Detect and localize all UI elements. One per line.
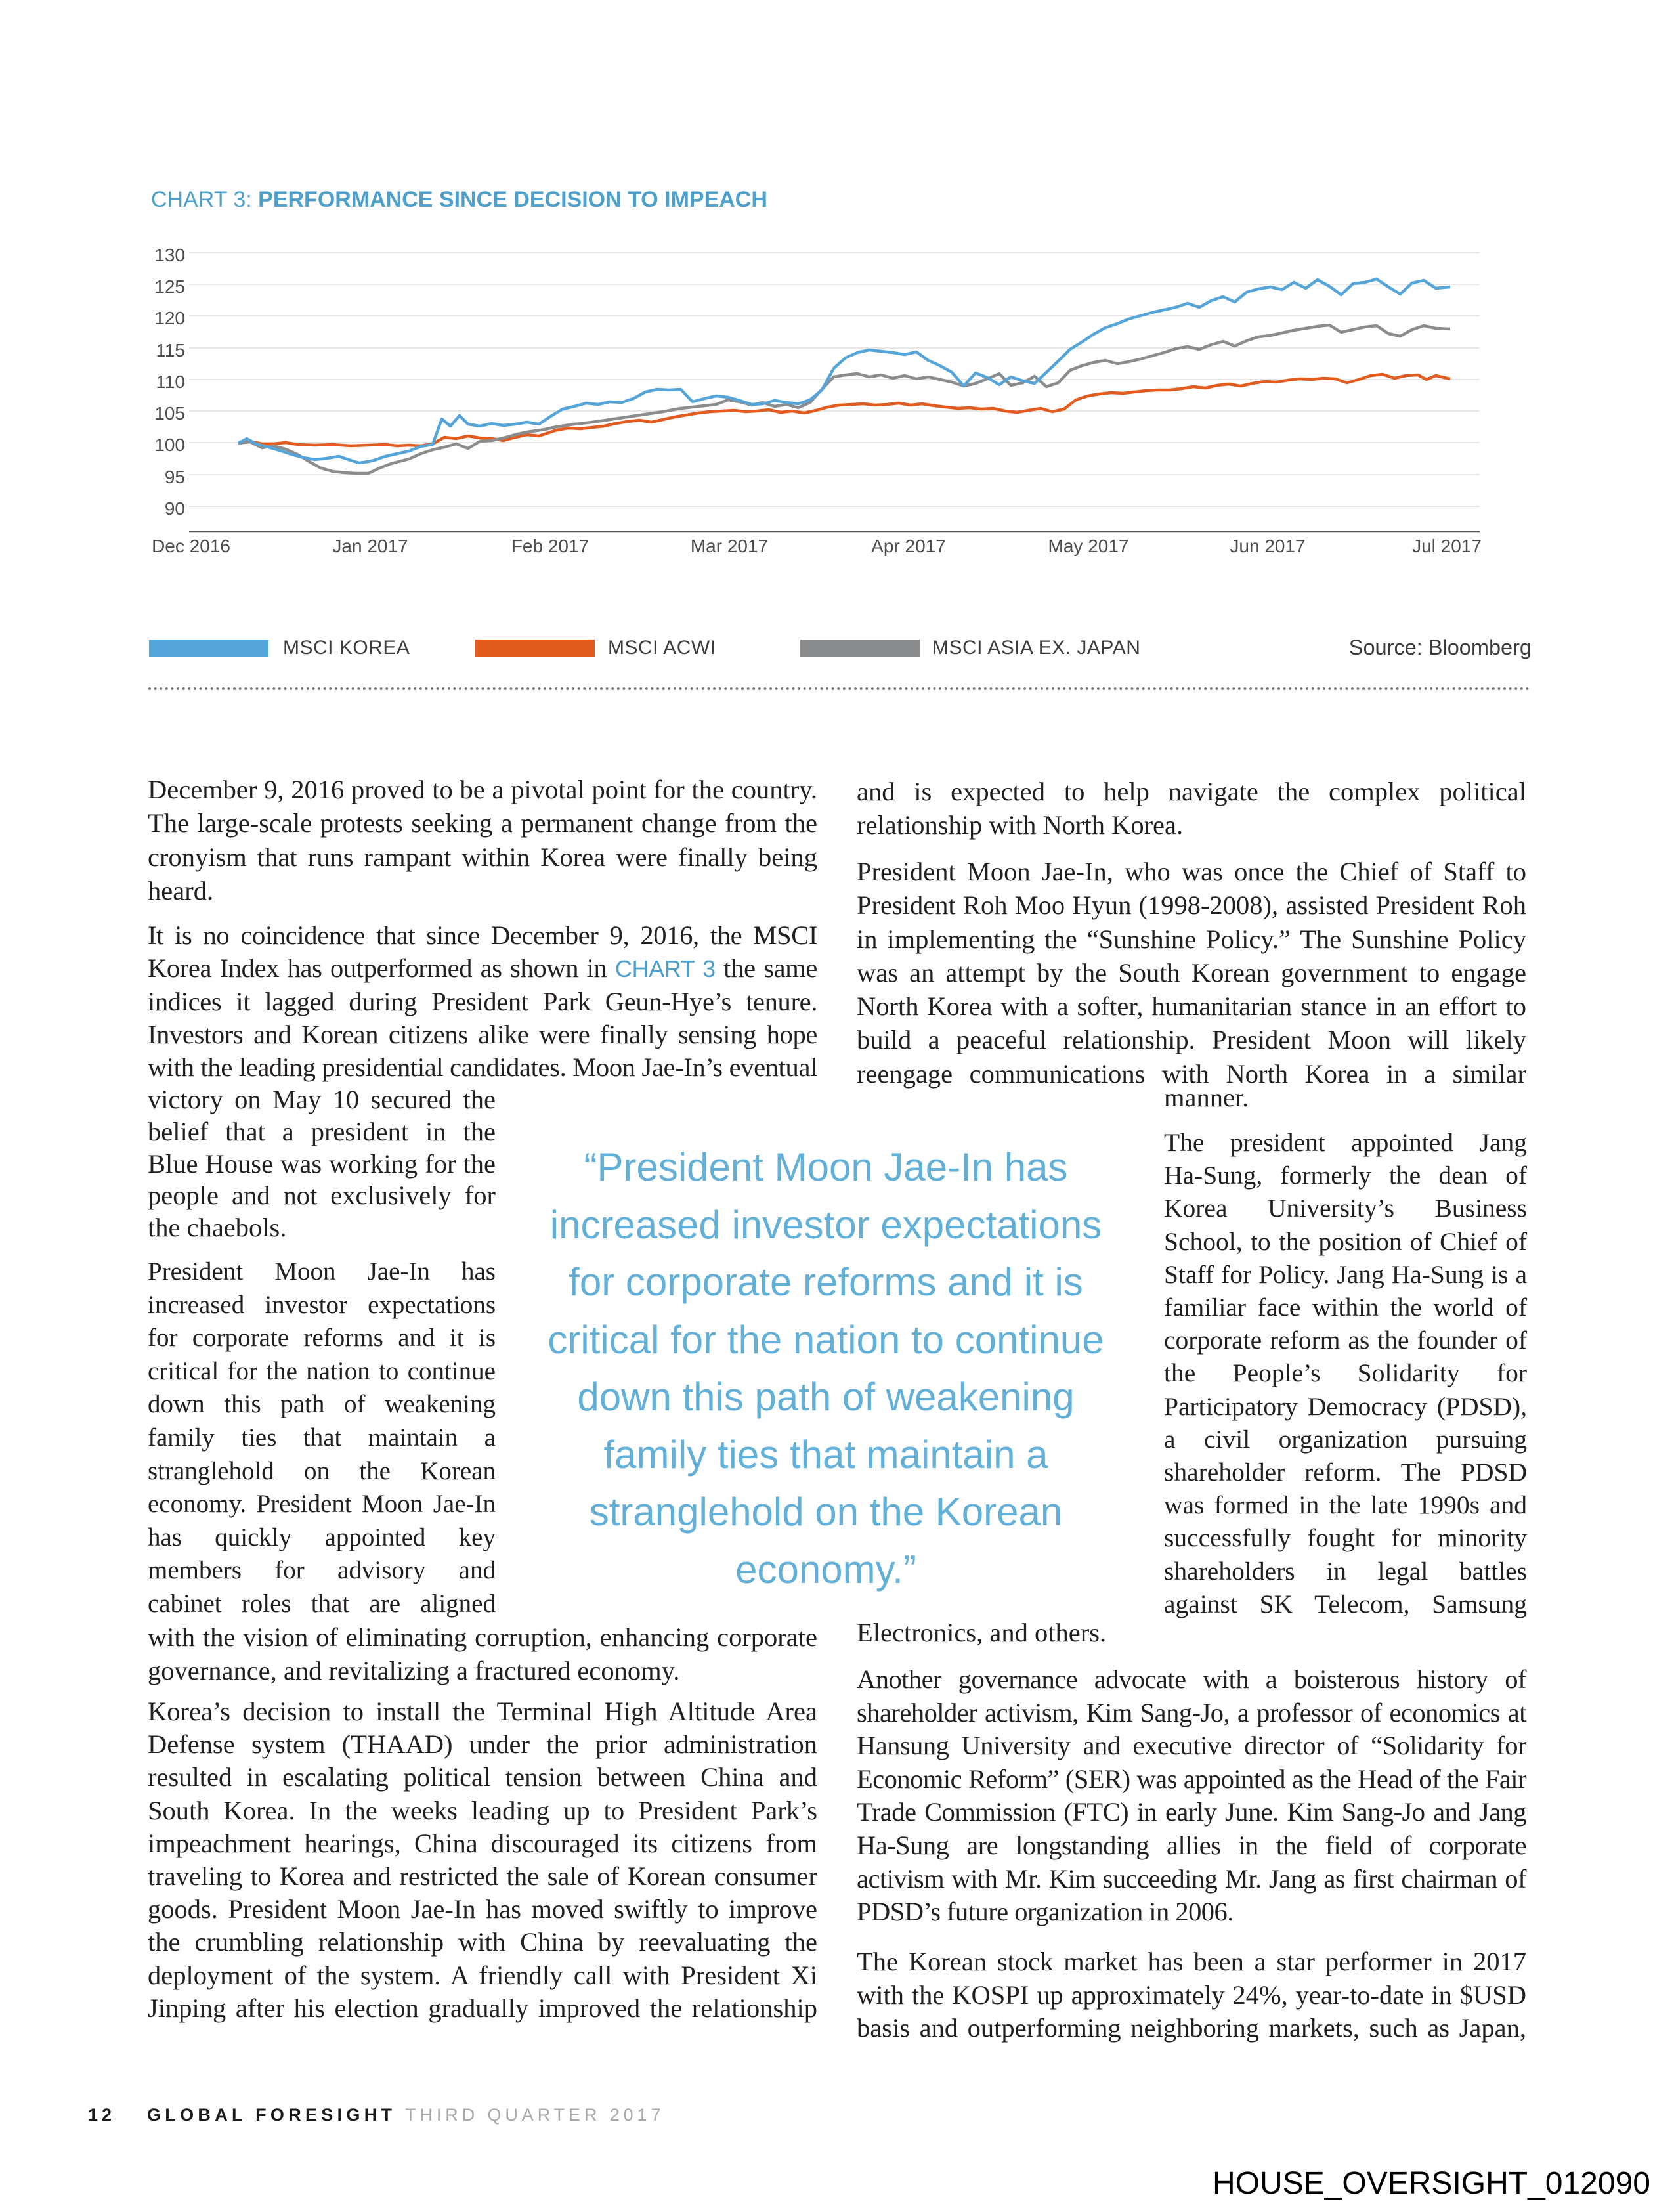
svg-text:130: 130 <box>154 245 185 265</box>
svg-text:Mar 2017: Mar 2017 <box>691 536 768 556</box>
svg-text:Jun 2017: Jun 2017 <box>1230 536 1305 556</box>
svg-text:May 2017: May 2017 <box>1048 536 1129 556</box>
svg-text:125: 125 <box>154 276 185 297</box>
svg-text:Jan 2017: Jan 2017 <box>332 536 408 556</box>
svg-text:Jul 2017: Jul 2017 <box>1412 536 1482 556</box>
svg-text:Feb 2017: Feb 2017 <box>511 536 589 556</box>
svg-text:105: 105 <box>154 403 185 423</box>
svg-text:95: 95 <box>165 467 185 487</box>
svg-text:Apr 2017: Apr 2017 <box>871 536 946 556</box>
svg-text:90: 90 <box>165 498 185 519</box>
svg-text:115: 115 <box>156 340 185 360</box>
svg-text:120: 120 <box>154 308 185 328</box>
svg-text:100: 100 <box>154 435 185 455</box>
svg-text:110: 110 <box>156 372 185 392</box>
svg-text:Dec 2016: Dec 2016 <box>152 536 230 556</box>
